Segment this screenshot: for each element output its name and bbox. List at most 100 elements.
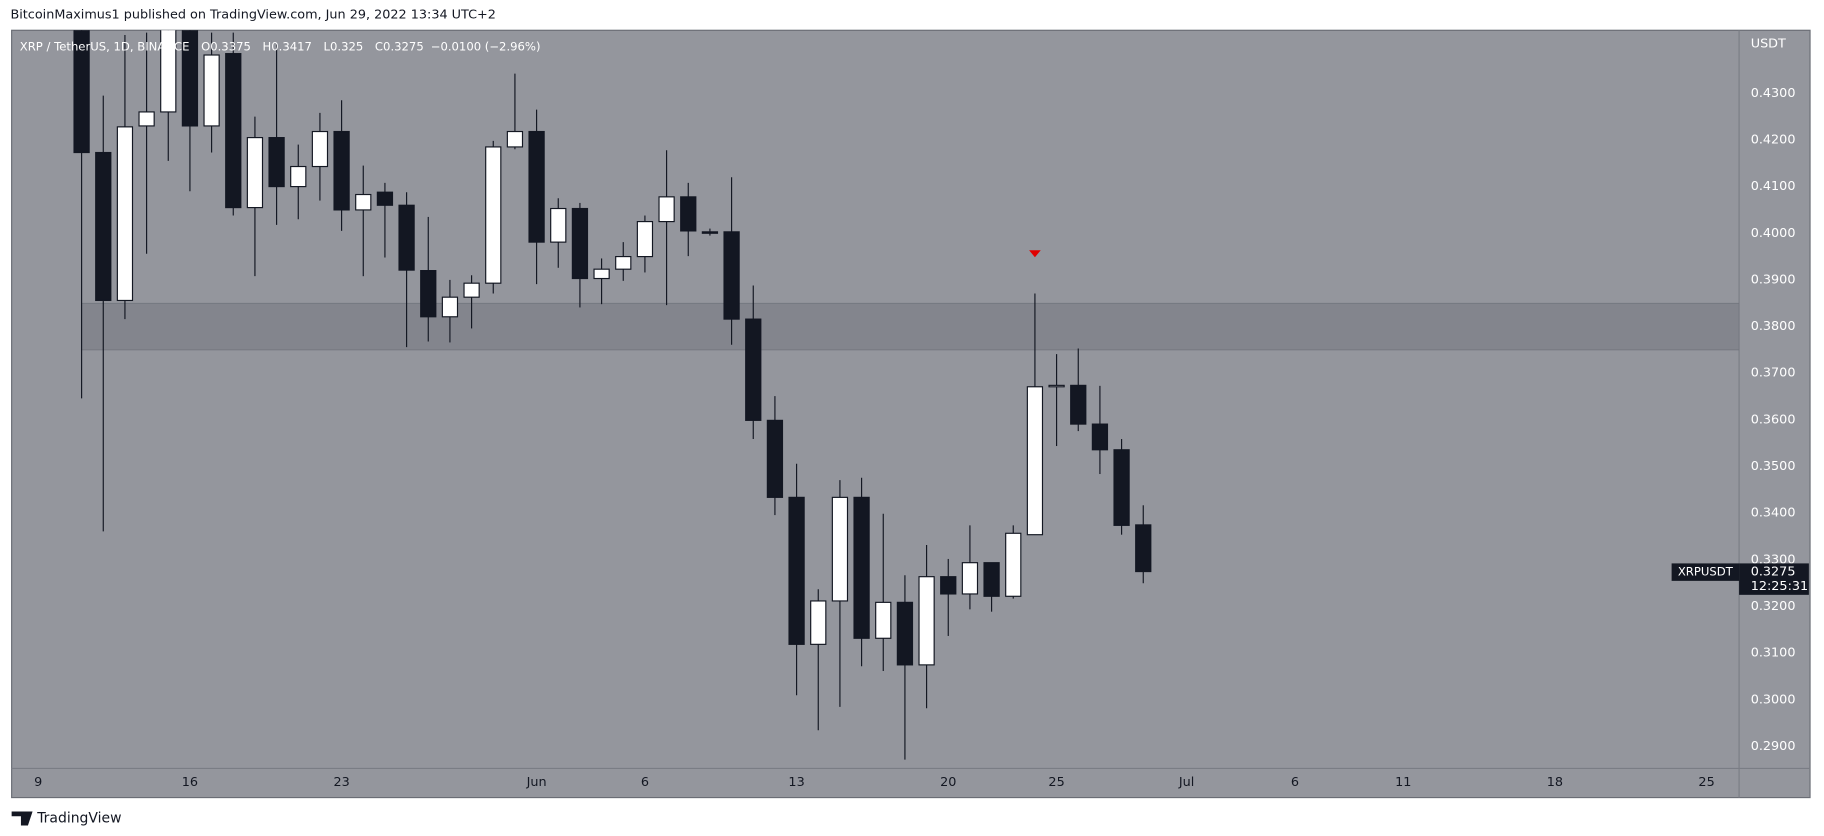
y-unit: USDT (1751, 37, 1786, 52)
candle-body (1005, 532, 1022, 597)
candle-body (723, 231, 740, 320)
x-tick-label: 25 (1698, 775, 1714, 790)
candle-body (506, 130, 524, 148)
legend-text: XRP / TetherUS, 1D, BINANCE O0.3375 H0.341… (20, 39, 541, 53)
candle-body (95, 151, 112, 302)
candle-body (1135, 524, 1152, 573)
y-tick-label: 0.4000 (1751, 226, 1796, 241)
candle-body (1026, 386, 1044, 536)
candle-body (73, 30, 90, 154)
x-tick-label: 9 (34, 775, 42, 790)
candle-body (528, 130, 545, 243)
candle-body (658, 196, 675, 223)
candle-body (745, 318, 762, 421)
x-tick-label: 6 (641, 775, 649, 790)
candle-body (138, 111, 155, 127)
brand: TradingView (36, 811, 121, 827)
x-tick-label: 23 (333, 775, 349, 790)
candle-body (810, 600, 827, 645)
chart-frame (11, 29, 1811, 799)
symbol-tag-label: XRPUSDT (1678, 565, 1734, 579)
y-tick-label: 0.3100 (1751, 646, 1796, 661)
candle-body (853, 496, 870, 639)
price-tag-label: 0.3275 (1751, 565, 1796, 580)
candle-body (1048, 384, 1065, 388)
candle-body (268, 137, 285, 188)
candle-body (116, 126, 134, 302)
signal-marker (1029, 250, 1041, 258)
symbol-tag (1671, 563, 1740, 581)
candle-body (983, 562, 1000, 597)
candle-body (398, 204, 415, 271)
candle-body (441, 296, 459, 318)
candle-body (311, 130, 329, 168)
x-tick-label: 16 (182, 775, 198, 790)
candle-body (615, 256, 632, 270)
candle-body (246, 137, 264, 209)
change: −0.0100 (−2.96%) (431, 39, 541, 53)
candle-body (831, 496, 849, 602)
candle-body (788, 496, 805, 645)
x-tick-label: 6 (1291, 775, 1299, 790)
candle-body (940, 576, 957, 595)
candle-body (203, 54, 220, 127)
legend: XRP / TetherUS, 1D, BINANCE O0.3375 H0.341… (20, 39, 541, 53)
candle-body (290, 165, 307, 188)
candle-body (355, 193, 372, 211)
candle-body (766, 419, 784, 498)
x-tick-label: 20 (940, 775, 956, 790)
candle-body (550, 207, 567, 243)
candle-body (485, 146, 502, 284)
candle-body (571, 207, 589, 280)
candle-body (680, 196, 697, 232)
x-tick-label: 18 (1547, 775, 1563, 790)
publisher: BitcoinMaximus1 published on TradingView… (10, 8, 495, 23)
resistance-zone (81, 302, 1740, 351)
y-tick-label: 0.4300 (1751, 86, 1796, 101)
plot (73, 30, 1740, 760)
symbol: XRP / TetherUS, 1D, BINANCE (20, 39, 190, 53)
ohlc-value: 0.325 (330, 39, 363, 53)
candle-body (918, 576, 935, 666)
brand-logo (11, 811, 33, 826)
ohlc-key: L (324, 39, 331, 53)
candle-body (420, 270, 437, 318)
y-tick-label: 0.3900 (1751, 272, 1796, 287)
candle-body (181, 30, 199, 127)
y-tick-label: 0.3800 (1751, 319, 1796, 334)
x-tick-label: 11 (1395, 775, 1411, 790)
candle-body (463, 282, 480, 298)
candle-body (593, 268, 610, 280)
y-tick-label: 0.3200 (1751, 599, 1796, 614)
candle-body (160, 30, 177, 113)
candle-body (896, 601, 914, 666)
y-tick-label: 0.4200 (1751, 132, 1796, 147)
price-tag (1739, 563, 1809, 595)
countdown: 12:25:31 (1751, 579, 1808, 594)
candle-body (1070, 384, 1087, 425)
ohlc-key: H (263, 39, 272, 53)
candle-body (1113, 449, 1130, 526)
ohlc-key: O (201, 39, 210, 53)
ohlc-value: 0.3275 (383, 39, 424, 53)
x-tick-label: 25 (1048, 775, 1064, 790)
candle-body (636, 221, 654, 258)
ohlc-value: 0.3417 (271, 39, 312, 53)
candle-body (701, 231, 719, 234)
y-tick-label: 0.4100 (1751, 179, 1796, 194)
x-tick-label: Jul (1178, 775, 1194, 790)
candle-body (961, 562, 979, 595)
candle-body (875, 601, 892, 639)
candle-body (333, 130, 350, 211)
y-tick-label: 0.3000 (1751, 692, 1796, 707)
ohlc-value: 0.3375 (210, 39, 251, 53)
y-tick-label: 0.3700 (1751, 366, 1796, 381)
candle-body (376, 191, 394, 206)
y-tick-label: 0.3500 (1751, 459, 1796, 474)
y-tick-label: 0.3400 (1751, 506, 1796, 521)
y-tick-label: 0.2900 (1751, 739, 1796, 754)
candle-body (1091, 423, 1109, 451)
x-tick-label: 13 (788, 775, 804, 790)
